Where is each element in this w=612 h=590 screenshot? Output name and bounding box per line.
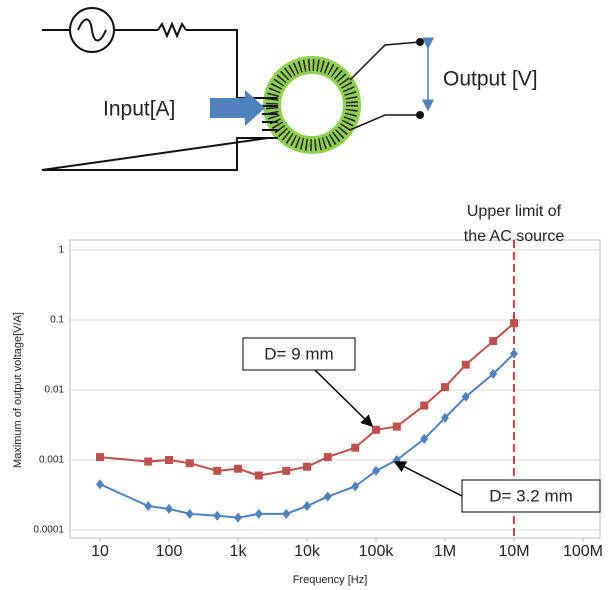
point [489,368,498,379]
point [489,337,498,346]
point [351,481,360,492]
point [213,510,222,521]
point [372,425,380,434]
point [185,459,194,468]
point [510,319,518,328]
point [510,348,518,359]
x-tick-label: 100k [359,543,395,560]
point [96,453,104,462]
point [420,401,429,410]
x-axis-label: Frequency [Hz] [293,574,368,586]
x-tick-label: 10k [294,543,321,560]
y-tick-label: 0.1 [50,315,64,326]
point [254,471,263,480]
annotation-text: D= 9 mm [264,344,333,363]
output-label: Output [V] [443,68,538,91]
point [461,391,470,402]
x-tick-label: 100 [156,543,183,560]
x-tick-label: 100M [563,543,603,560]
point [234,464,242,473]
plot-frame [69,239,601,539]
point [303,501,311,512]
y-tick-label: 0.0001 [33,525,64,536]
x-tick-label: 1k [230,543,248,560]
point [441,383,449,392]
point [420,433,429,444]
point [303,462,311,471]
point [234,512,242,523]
circuit-diagram: Input[A] Output [V] [41,7,538,171]
y-tick-label: 0.001 [39,455,64,466]
point [144,457,153,466]
point [323,491,332,502]
input-label: Input[A] [103,98,175,121]
annotation-text: D= 3.2 mm [489,486,573,505]
x-tick-label: 10M [498,543,529,560]
point [392,422,401,431]
point [372,465,380,476]
x-tick-label: 10 [91,543,109,560]
annotation-3mm: D= 3.2 mm [393,461,601,513]
point [441,412,449,423]
series-line [99,352,515,519]
point [323,453,332,462]
y-axis-label: Maximum of output voltage[V/A] [12,312,24,468]
annotation-9mm: D= 9 mm [242,337,374,428]
point [254,508,263,519]
point [165,503,173,514]
point [144,501,153,512]
point [282,508,291,519]
point [461,360,470,369]
y-tick-label: 1 [58,245,64,256]
point [185,508,194,519]
point [213,466,222,475]
limit-label: Upper limit of [467,203,562,220]
point [96,479,104,490]
point [282,466,291,475]
y-tick-label: 0.01 [45,385,65,396]
x-tick-label: 1M [434,543,456,560]
limit-label: the AC source [464,228,565,245]
point [351,443,360,452]
point [165,456,173,464]
